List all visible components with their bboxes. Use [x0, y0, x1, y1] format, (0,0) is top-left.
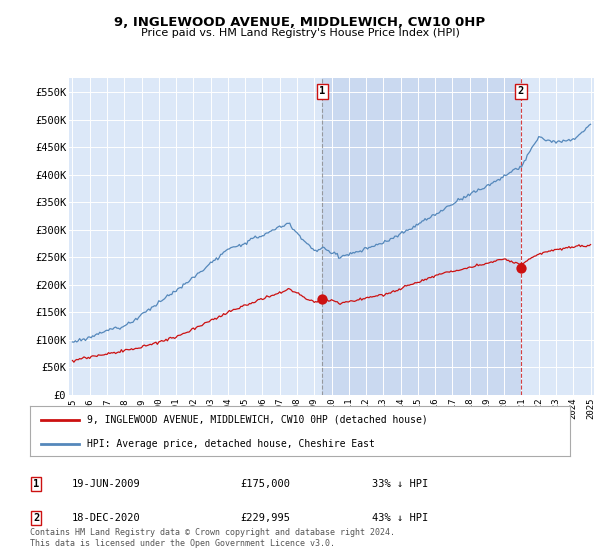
Text: 19-JUN-2009: 19-JUN-2009 — [72, 479, 141, 489]
Text: 1: 1 — [33, 479, 39, 489]
Text: 9, INGLEWOOD AVENUE, MIDDLEWICH, CW10 0HP (detached house): 9, INGLEWOOD AVENUE, MIDDLEWICH, CW10 0H… — [86, 414, 427, 424]
Text: £175,000: £175,000 — [240, 479, 290, 489]
Point — [516, 264, 526, 273]
Text: 1: 1 — [319, 86, 325, 96]
Point — [317, 294, 327, 303]
Text: Price paid vs. HM Land Registry's House Price Index (HPI): Price paid vs. HM Land Registry's House … — [140, 28, 460, 38]
Text: 33% ↓ HPI: 33% ↓ HPI — [372, 479, 428, 489]
Text: 18-DEC-2020: 18-DEC-2020 — [72, 513, 141, 523]
Bar — [322, 78, 521, 395]
Text: Contains HM Land Registry data © Crown copyright and database right 2024.
This d: Contains HM Land Registry data © Crown c… — [30, 528, 395, 548]
Text: £229,995: £229,995 — [240, 513, 290, 523]
Text: 9, INGLEWOOD AVENUE, MIDDLEWICH, CW10 0HP: 9, INGLEWOOD AVENUE, MIDDLEWICH, CW10 0H… — [115, 16, 485, 29]
Text: 2: 2 — [518, 86, 524, 96]
Text: 43% ↓ HPI: 43% ↓ HPI — [372, 513, 428, 523]
Text: 2: 2 — [33, 513, 39, 523]
Text: HPI: Average price, detached house, Cheshire East: HPI: Average price, detached house, Ches… — [86, 439, 374, 449]
